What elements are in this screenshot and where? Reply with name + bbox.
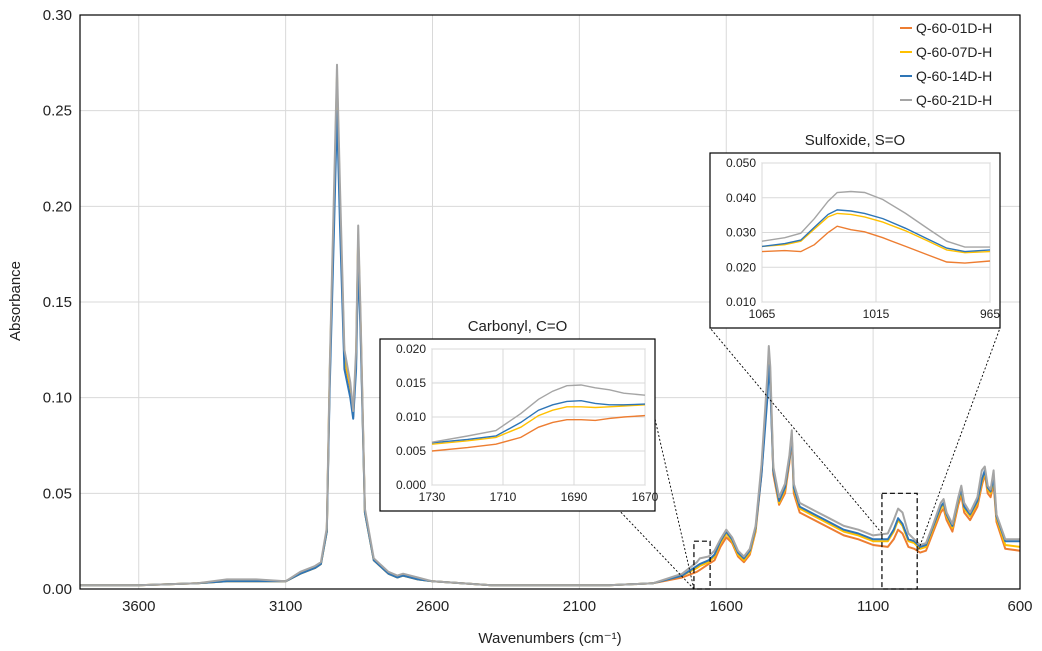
inset-frame [709,152,1001,329]
zoom-connector [916,327,1001,554]
inset-series-line [761,209,991,253]
inset-panel: 0.010 0.020 0.030 0.040 0.050 1065 1015 965 Sulf… [709,132,1001,329]
inset-y-tick-label: 0.015 [396,376,426,390]
inset-y-tick-label: 0.010 [726,295,756,309]
inset-series-line [431,404,646,445]
main-series-group [80,63,1021,587]
main-tick-labels: 0.00 0.05 0.10 0.15 0.20 0.25 0.30 3600 3100 2600… [43,7,1033,615]
x-tick-label: 3100 [269,598,302,615]
series-line-q-60-21d-h [80,63,1020,587]
inset-x-tick-label: 965 [980,307,1000,321]
inset-y-tick-label: 0.000 [396,478,426,492]
inset-series-line [431,414,646,452]
x-tick-label: 1600 [710,598,743,615]
zoom-indicators [614,327,1001,590]
x-tick-label: 600 [1007,598,1032,615]
inset-x-tick-label: 1730 [419,490,446,504]
x-axis-title: Wavenumbers (cm⁻¹) [478,630,621,647]
inset-series-line [761,225,991,264]
inset-y-tick-label: 0.020 [726,260,756,274]
inset-x-tick-label: 1710 [490,490,517,504]
zoom-box [881,492,918,590]
inset-y-tick-label: 0.020 [396,342,426,356]
y-tick-label: 0.15 [43,294,72,311]
legend-label: Q-60-01D-H [916,20,992,36]
inset-x-tick-label: 1015 [863,307,890,321]
zoom-box [693,540,711,590]
y-axis-title: Absorbance [7,261,24,341]
y-tick-label: 0.10 [43,390,72,407]
y-tick-label: 0.20 [43,198,72,215]
inset-series-line [431,384,646,443]
x-tick-label: 2600 [416,598,449,615]
inset-x-tick-label: 1065 [749,307,776,321]
inset-series-line [761,190,990,248]
inset-y-tick-label: 0.005 [396,444,426,458]
legend-label: Q-60-21D-H [916,92,992,108]
legend-label: Q-60-07D-H [916,44,992,60]
inset-y-tick-label: 0.010 [396,410,426,424]
insets-group: 0.000 0.005 0.010 0.015 0.020 1730 1710 1690 167… [379,132,1001,512]
inset-y-tick-label: 0.040 [726,191,756,205]
inset-panel: 0.000 0.005 0.010 0.015 0.020 1730 1710 1690 167… [379,318,659,512]
inset-series-line [761,212,991,254]
inset-series-line [431,399,646,444]
x-tick-label: 1100 [857,598,889,615]
y-tick-label: 0.00 [43,581,72,598]
inset-y-tick-label: 0.050 [726,156,756,170]
y-tick-label: 0.05 [43,485,72,502]
inset-title: Sulfoxide, S=O [805,132,905,149]
y-tick-label: 0.25 [43,103,72,120]
y-tick-label: 0.30 [43,7,72,24]
plot-frame [79,14,1021,590]
inset-title: Carbonyl, C=O [468,318,568,335]
zoom-connector [654,418,695,590]
inset-x-tick-label: 1670 [632,490,659,504]
x-tick-label: 2100 [563,598,596,615]
legend-label: Q-60-14D-H [916,68,992,84]
zoom-connector [709,327,883,534]
x-tick-label: 3600 [122,598,155,615]
zoom-connector [614,505,695,590]
legend: Q-60-01D-H Q-60-07D-H Q-60-14D-H Q-60-21D-H [900,20,992,108]
inset-y-tick-label: 0.030 [726,226,756,240]
inset-x-tick-label: 1690 [561,490,588,504]
